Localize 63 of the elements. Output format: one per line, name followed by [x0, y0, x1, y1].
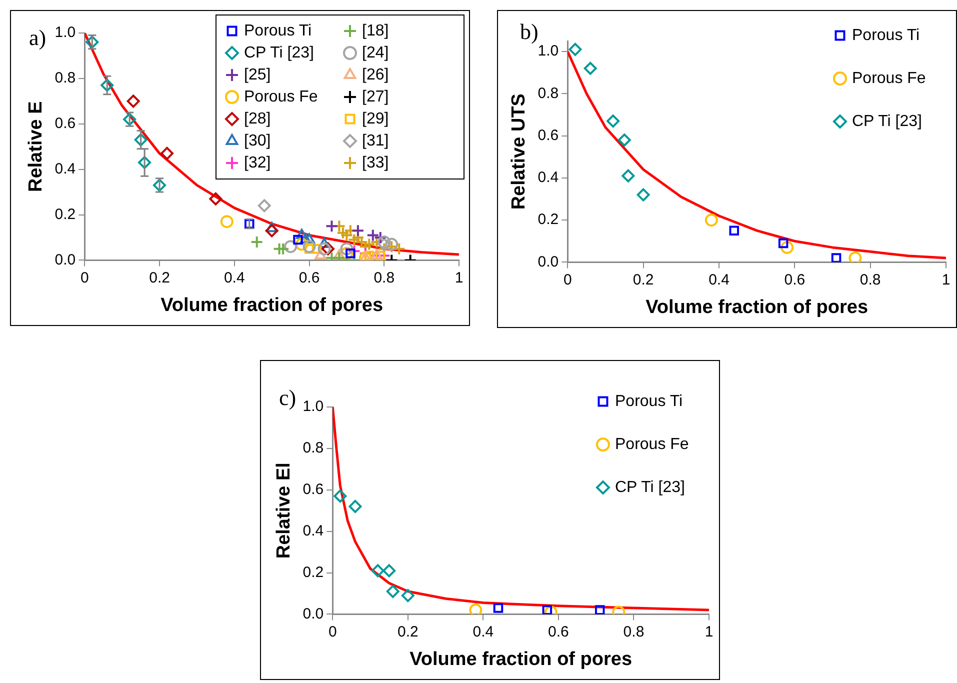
legend-label: Porous Ti	[244, 22, 312, 40]
x-tick-label: 1	[454, 269, 464, 286]
x-tick-label: 0.4	[708, 271, 730, 288]
y-tick-label: 1.0	[302, 398, 324, 416]
legend-label: Porous Fe	[852, 70, 926, 87]
y-tick-label: 0.4	[302, 522, 324, 540]
y-tick-label: 0.8	[54, 70, 76, 87]
legend-label: Porous Ti	[852, 26, 920, 44]
x-tick-label: 0.4	[472, 623, 494, 640]
x-tick-label: 1	[704, 623, 714, 640]
y-tick-label: 0.6	[302, 481, 324, 498]
y-tick-label: 1.0	[538, 42, 559, 60]
legend-label: [30]	[244, 132, 271, 150]
x-tick-label: 0	[328, 623, 337, 640]
legend-label: CP Ti [23]	[852, 112, 922, 130]
legend-label: [31]	[362, 132, 389, 150]
legend-label: [25]	[244, 66, 271, 84]
legend-label: CP Ti [23]	[615, 478, 685, 496]
x-tick-label: 0.8	[860, 271, 881, 288]
y-tick-label: 0.0	[54, 251, 76, 268]
y-tick-label: 0.2	[538, 211, 559, 228]
y-tick-label: 0.2	[54, 206, 76, 223]
x-axis-title: Volume fraction of pores	[160, 294, 384, 316]
y-tick-label: 0.0	[302, 605, 324, 622]
legend-label: Porous Fe	[615, 436, 689, 453]
chart-title: b)	[520, 19, 538, 44]
x-tick-label: 0	[80, 269, 89, 286]
y-tick-label: 0.6	[538, 126, 559, 144]
x-axis-title: Volume fraction of pores	[646, 296, 868, 318]
x-tick-label: 0	[563, 271, 572, 288]
y-tick-label: 0.0	[538, 253, 559, 270]
y-axis-title: Relative E	[26, 101, 47, 192]
y-axis-title: Relative UTS	[508, 94, 530, 210]
y-tick-label: 0.2	[302, 564, 324, 581]
x-tick-label: 0.2	[397, 623, 418, 640]
y-tick-label: 0.8	[302, 440, 324, 457]
x-tick-label: 0.8	[623, 623, 644, 640]
legend-label: Porous Fe	[244, 88, 318, 106]
y-tick-label: 0.8	[538, 84, 559, 102]
legend-label: CP Ti [23]	[244, 44, 314, 62]
x-axis-title: Volume fraction of pores	[410, 648, 632, 670]
legend-label: [29]	[362, 110, 389, 128]
legend-label: [27]	[362, 88, 389, 106]
x-tick-label: 0.2	[149, 269, 170, 286]
y-tick-label: 1.0	[54, 24, 76, 42]
legend-label: [24]	[362, 44, 389, 62]
x-tick-label: 0.8	[374, 269, 395, 286]
chart-title: a)	[29, 25, 46, 50]
x-tick-label: 0.6	[784, 271, 806, 288]
chart-title: c)	[279, 385, 296, 410]
legend-label: [32]	[244, 154, 271, 172]
x-tick-label: 0.2	[632, 271, 654, 288]
x-tick-label: 1	[942, 271, 950, 288]
legend-label: Porous Ti	[615, 392, 683, 410]
x-tick-label: 0.4	[224, 269, 245, 286]
legend-label: [33]	[362, 154, 389, 172]
y-tick-label: 0.4	[54, 160, 76, 178]
legend-label: [18]	[362, 22, 389, 40]
y-tick-label: 0.6	[54, 115, 76, 132]
legend-label: [28]	[244, 110, 271, 128]
legend-label: [26]	[362, 66, 389, 84]
y-axis-title: Relative El	[274, 462, 295, 559]
y-tick-label: 0.4	[538, 169, 559, 186]
